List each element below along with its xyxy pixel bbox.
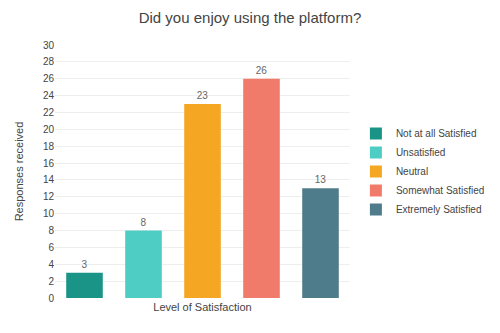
- svg-text:2: 2: [48, 276, 54, 287]
- svg-text:22: 22: [43, 107, 55, 118]
- svg-text:Not at all Satisfied: Not at all Satisfied: [396, 128, 477, 139]
- svg-text:3: 3: [82, 259, 88, 270]
- svg-text:Somewhat Satisfied: Somewhat Satisfied: [396, 185, 484, 196]
- svg-text:4: 4: [48, 259, 54, 270]
- svg-text:12: 12: [43, 191, 55, 202]
- svg-text:8: 8: [141, 217, 147, 228]
- svg-text:13: 13: [315, 174, 327, 185]
- svg-text:Unsatisfied: Unsatisfied: [396, 147, 445, 158]
- svg-text:Neutral: Neutral: [396, 166, 428, 177]
- svg-text:Extremely Satisfied: Extremely Satisfied: [396, 204, 482, 215]
- svg-text:24: 24: [43, 90, 55, 101]
- svg-text:0: 0: [48, 293, 54, 304]
- svg-text:26: 26: [256, 65, 268, 76]
- svg-text:18: 18: [43, 141, 55, 152]
- svg-text:23: 23: [197, 90, 209, 101]
- svg-text:Did you enjoy using the platfo: Did you enjoy using the platform?: [139, 9, 362, 26]
- svg-text:20: 20: [43, 124, 55, 135]
- svg-text:6: 6: [48, 242, 54, 253]
- svg-text:28: 28: [43, 56, 55, 67]
- svg-text:Responses received: Responses received: [13, 122, 25, 222]
- svg-text:8: 8: [48, 225, 54, 236]
- svg-text:Level of Satisfaction: Level of Satisfaction: [153, 301, 251, 313]
- svg-text:14: 14: [43, 174, 55, 185]
- svg-text:30: 30: [43, 40, 55, 51]
- svg-text:10: 10: [43, 208, 55, 219]
- svg-text:26: 26: [43, 73, 55, 84]
- svg-text:16: 16: [43, 158, 55, 169]
